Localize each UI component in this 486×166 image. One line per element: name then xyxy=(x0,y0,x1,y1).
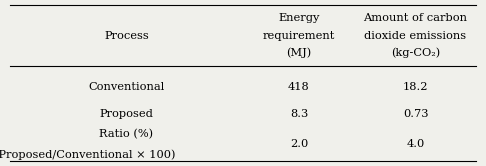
Text: 2.0: 2.0 xyxy=(290,139,308,149)
Text: 0.73: 0.73 xyxy=(403,109,428,119)
Text: 18.2: 18.2 xyxy=(403,82,428,92)
Text: dioxide emissions: dioxide emissions xyxy=(364,31,467,41)
Text: (kg-CO₂): (kg-CO₂) xyxy=(391,48,440,58)
Text: Process: Process xyxy=(104,31,149,41)
Text: Conventional: Conventional xyxy=(88,82,164,92)
Text: Ratio (%): Ratio (%) xyxy=(99,128,154,139)
Text: Amount of carbon: Amount of carbon xyxy=(364,13,468,23)
Text: requirement: requirement xyxy=(263,31,335,41)
Text: 4.0: 4.0 xyxy=(406,139,425,149)
Text: (MJ): (MJ) xyxy=(286,48,312,58)
Text: Energy: Energy xyxy=(278,13,320,23)
Text: (Proposed/Conventional × 100): (Proposed/Conventional × 100) xyxy=(0,150,176,161)
Text: 8.3: 8.3 xyxy=(290,109,308,119)
Text: Proposed: Proposed xyxy=(100,109,153,119)
Text: 418: 418 xyxy=(288,82,310,92)
